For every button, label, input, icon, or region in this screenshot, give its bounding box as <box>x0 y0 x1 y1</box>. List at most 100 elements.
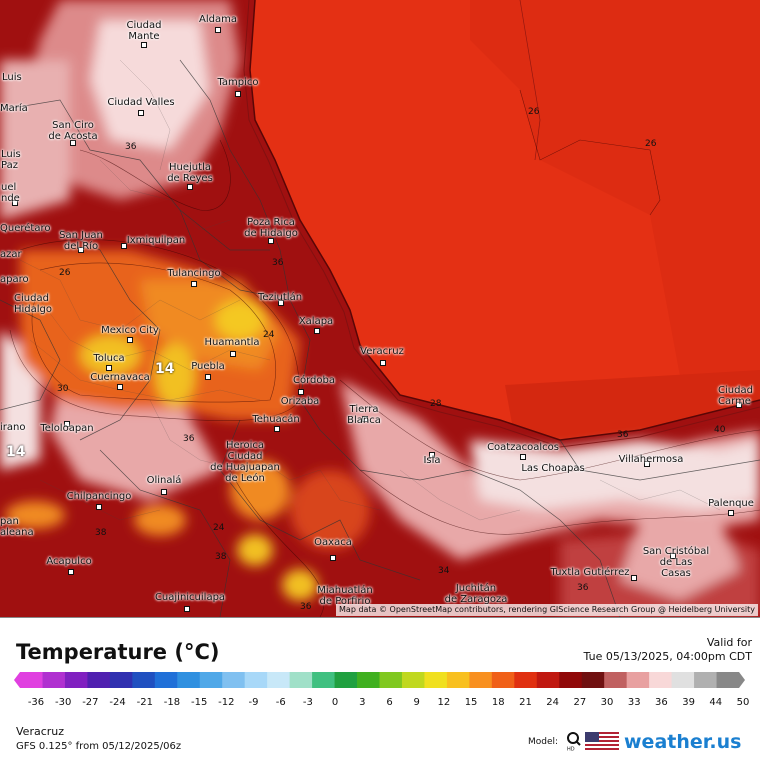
color-scale-swatch <box>491 672 515 688</box>
color-scale-swatch <box>312 672 336 688</box>
city-dot <box>429 452 435 458</box>
contour-label: 38 <box>215 552 227 562</box>
color-scale-tick-label: 0 <box>331 697 339 708</box>
contour-label: 36 <box>125 142 137 152</box>
city-label: Las Choapas <box>521 463 585 474</box>
city-label: azar <box>0 249 22 260</box>
map-attribution: Map data © OpenStreetMap contributors, r… <box>336 604 758 616</box>
color-scale-swatch <box>379 672 403 688</box>
city-label: irano <box>0 422 26 433</box>
color-scale-tick-label: 24 <box>546 697 560 708</box>
contour-label: 36 <box>183 434 195 444</box>
brand-logo[interactable]: weather.us <box>624 731 742 753</box>
color-scale-swatch <box>446 672 470 688</box>
color-scale-tick-label: 6 <box>386 697 393 708</box>
city-label: Palenque <box>708 498 754 509</box>
contour-label: 36 <box>617 430 629 440</box>
city-label: Toluca <box>93 353 125 364</box>
city-dot <box>520 454 526 460</box>
city-label: Ciudad Carme <box>718 385 753 407</box>
city-dot <box>127 337 133 343</box>
city-dot <box>314 328 320 334</box>
city-dot <box>380 360 386 366</box>
model-label: Model: <box>528 737 559 747</box>
state-borders <box>0 0 760 617</box>
city-dot <box>117 384 123 390</box>
city-label: Ciudad Hidalgo <box>14 293 53 315</box>
temperature-extreme-label: 14 <box>6 444 26 460</box>
color-scale-tick-label: -6 <box>275 697 286 708</box>
valid-for-label: Valid for <box>706 636 752 649</box>
city-label: Luis <box>2 72 22 83</box>
color-scale-swatch <box>716 672 745 688</box>
color-scale-tick-label: -21 <box>136 697 153 708</box>
color-scale-swatch <box>649 672 673 688</box>
color-scale-swatch <box>42 672 66 688</box>
color-scale-tick-label: 36 <box>655 697 668 708</box>
city-dot <box>70 140 76 146</box>
color-scale-tick-label: 33 <box>627 697 641 708</box>
color-scale-swatch <box>671 672 695 688</box>
city-label: Poza Rica de Hidalgo <box>244 217 298 239</box>
city-dot <box>141 42 147 48</box>
svg-text:HD: HD <box>567 747 575 752</box>
city-label: pan aleana <box>0 516 34 538</box>
color-scale-tick-label: 27 <box>573 697 587 708</box>
legend-title: Temperature (°C) <box>16 640 220 664</box>
city-dot <box>736 402 742 408</box>
city-dot <box>631 575 637 581</box>
city-dot <box>12 200 18 206</box>
city-dot <box>161 489 167 495</box>
city-dot <box>362 416 368 422</box>
city-label: Juchitán de Zaragoza <box>444 583 508 605</box>
city-label: Isla <box>423 455 441 466</box>
city-dot <box>121 243 127 249</box>
city-dot <box>78 247 84 253</box>
color-scale-tick-label: 39 <box>682 697 695 708</box>
color-scale-swatch <box>401 672 425 688</box>
temperature-map[interactable]: 26 26 36 26 36 24 28 36 36 40 38 24 36 3… <box>0 0 760 618</box>
color-scale-tick-label: -24 <box>109 697 126 708</box>
city-label: Chilpancingo <box>66 491 132 502</box>
city-dot <box>670 553 676 559</box>
city-label: Querétaro <box>0 223 51 234</box>
city-label: Puebla <box>191 361 225 372</box>
color-scale-swatch <box>267 672 291 688</box>
city-label: aparo <box>0 274 29 285</box>
city-dot <box>644 461 650 467</box>
city-dot <box>274 426 280 432</box>
city-label: Miahuatlán de Porfirio <box>317 585 373 607</box>
contour-label: 26 <box>645 139 657 149</box>
city-label: María <box>0 103 28 114</box>
color-scale-tick-label: -3 <box>302 697 313 708</box>
city-label: Ciudad Valles <box>107 97 175 108</box>
contour-label: 36 <box>300 602 312 612</box>
city-label: Ixmiquilpan <box>126 235 186 246</box>
valid-time: Tue 05/13/2025, 04:00pm CDT <box>583 650 752 663</box>
contour-label: 34 <box>438 566 450 576</box>
city-dot <box>215 27 221 33</box>
city-label: Córdoba <box>293 375 335 386</box>
search-hd-icon[interactable]: HD <box>566 731 582 751</box>
city-dot <box>96 504 102 510</box>
color-scale-swatch <box>424 672 448 688</box>
color-scale-tick-label: 18 <box>491 697 505 708</box>
contour-label: 28 <box>430 399 442 409</box>
map-canvas <box>0 0 760 617</box>
city-label: San Cristóbal de Las Casas <box>642 546 710 579</box>
coastline <box>249 0 760 441</box>
color-scale-tick-label: -12 <box>218 697 235 708</box>
city-label: Tierra Blanca <box>347 404 381 426</box>
color-scale-swatch <box>626 672 650 688</box>
city-label: Mexico City <box>101 325 159 336</box>
contour-label: 26 <box>59 268 71 278</box>
city-dot <box>298 389 304 395</box>
contour-label: 36 <box>577 583 589 593</box>
color-scale-swatch <box>289 672 313 688</box>
city-label: Villahermosa <box>618 454 684 465</box>
city-label: Tampico <box>217 77 259 88</box>
color-scale-swatch <box>132 672 156 688</box>
color-scale-swatch <box>469 672 493 688</box>
city-label: Ciudad Mante <box>126 20 162 42</box>
color-scale-swatch <box>87 672 111 688</box>
